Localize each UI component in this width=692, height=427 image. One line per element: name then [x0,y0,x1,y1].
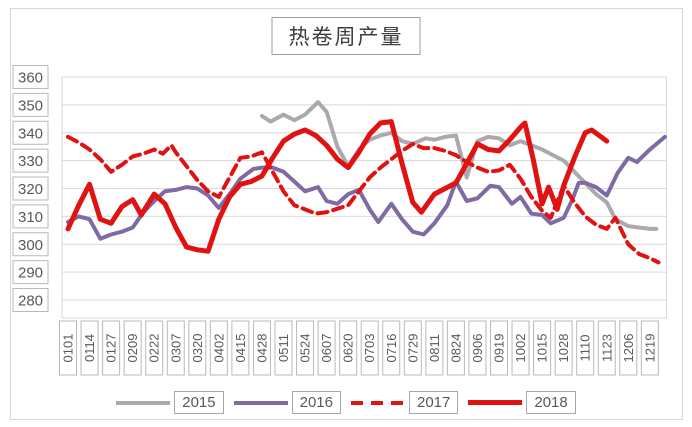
x-tick-label: 0716 [384,334,399,363]
y-tick-label: 350 [18,97,43,114]
series-line-2016 [66,134,667,241]
x-tick-label: 0511 [276,334,291,362]
y-tick-label: 310 [18,209,43,226]
y-tick-label: 300 [18,237,43,254]
x-tick-label: 0307 [168,334,183,363]
x-tick-label: 0402 [211,334,226,363]
x-tick-label: 0607 [319,334,334,363]
x-axis-labels: 0101 0114 0127 0209 0222 0307 0320 0402 0415 0428… [59,320,659,376]
legend-line-2018-icon [468,400,523,405]
legend: 2015 2016 2017 2018 [0,391,692,414]
legend-item-2015: 2015 [116,391,224,414]
x-tick-label: 0919 [492,334,507,363]
x-tick-label: 0524 [298,334,313,363]
legend-item-2017: 2017 [351,391,459,414]
x-tick-label: 0703 [362,334,377,363]
x-tick-label: 0114 [82,334,97,362]
x-tick-label: 0428 [254,334,269,363]
x-tick-label: 0209 [125,334,140,363]
x-tick-label: 1123 [599,334,614,362]
x-tick-label: 1110 [578,335,593,362]
y-tick-label: 330 [18,153,43,170]
y-tick-label: 290 [18,265,43,282]
x-tick-label: 0729 [405,334,420,363]
legend-label-2015: 2015 [174,391,224,414]
series-line-2018 [65,119,610,254]
legend-item-2018: 2018 [468,391,576,414]
x-tick-label: 0127 [104,334,119,363]
series-line-2015 [260,100,659,231]
legend-label-2017: 2017 [409,391,459,414]
y-axis-labels: 360 350 340 330 320 310 300 290 280 [12,65,49,312]
x-tick-label: 0811 [427,334,442,362]
x-tick-label: 0320 [190,334,205,363]
x-tick-label: 1206 [621,334,636,363]
legend-line-2015-icon [116,400,171,405]
y-tick-label: 320 [18,181,43,198]
x-tick-label: 0101 [61,334,76,363]
x-tick-label: 0222 [147,334,162,363]
x-tick-label: 1002 [513,334,528,363]
legend-item-2016: 2016 [233,391,341,414]
chart-title: 热卷周产量 [271,17,421,55]
x-tick-label: 0824 [448,334,463,363]
legend-line-2016-icon [233,400,288,405]
x-tick-label: 1028 [556,334,571,363]
x-tick-label: 1219 [642,334,657,363]
x-tick-label: 0906 [470,334,485,363]
x-tick-label: 0415 [233,334,248,363]
legend-label-2018: 2018 [526,391,576,414]
legend-label-2016: 2016 [291,391,341,414]
legend-dashed-line-2017-icon [351,400,405,405]
y-tick-label: 360 [18,70,43,87]
x-tick-label: 0620 [341,334,356,363]
y-tick-label: 340 [18,125,43,142]
x-tick-label: 1015 [535,334,550,363]
y-tick-label: 280 [18,293,43,310]
